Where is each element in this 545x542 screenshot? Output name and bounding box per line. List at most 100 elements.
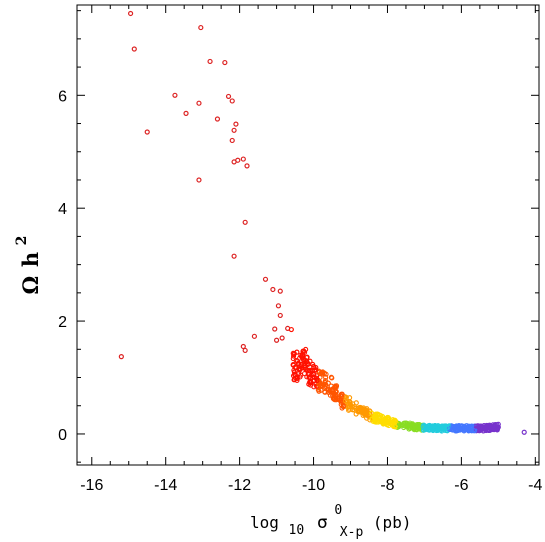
band-point [350, 401, 356, 407]
scatter-point [240, 343, 246, 350]
band-point [421, 427, 427, 433]
band-point [384, 420, 390, 426]
band-point [298, 352, 304, 358]
band-point [426, 424, 432, 430]
scatter-point [277, 288, 283, 294]
band-point [358, 406, 364, 412]
band-point [322, 389, 328, 395]
band-point [290, 361, 296, 368]
y-tick-label: 6 [58, 88, 67, 105]
band-point [329, 386, 336, 392]
y-tick-labels: 0 2 4 6 [58, 88, 67, 444]
scatter-point [273, 337, 280, 343]
band-point [311, 367, 317, 373]
band-point [300, 348, 306, 354]
scatter-point [521, 429, 527, 435]
band-point [347, 395, 353, 401]
scatter-point [279, 335, 285, 341]
band-point [471, 428, 477, 434]
band-point [484, 423, 490, 429]
scatter-point [118, 354, 124, 360]
scatter-point [288, 326, 294, 333]
scatter-point [225, 93, 232, 100]
y-tick-label: 2 [58, 314, 67, 331]
band-point [291, 351, 297, 357]
band-point [332, 395, 338, 401]
band-point [369, 410, 375, 416]
x-label-symbol: σ [317, 512, 328, 533]
x-label-main: log [250, 513, 279, 532]
scatter-point [231, 253, 237, 259]
x-tick-label: -10 [302, 477, 325, 494]
band-point [371, 415, 377, 421]
y-tick-label: 0 [58, 427, 67, 444]
band-point [412, 422, 418, 428]
band-point [306, 381, 312, 387]
scatter-point [127, 10, 134, 17]
band-point [307, 358, 313, 364]
scatter-point [131, 46, 137, 52]
scatter-point [222, 59, 228, 66]
band-point [311, 384, 317, 390]
scatter-point [235, 157, 241, 163]
band-point [387, 421, 393, 427]
scatter-point [214, 116, 221, 122]
band-point [338, 402, 344, 408]
x-label-sup: 0 [334, 503, 342, 518]
scatter-point [198, 24, 204, 31]
band-point [322, 378, 329, 384]
svg-text:Ω h 2: Ω h 2 [14, 236, 43, 295]
band-point [408, 424, 414, 430]
band-point [318, 387, 324, 393]
band-point [426, 427, 433, 433]
y-axis-label: Ω h 2 [14, 236, 43, 295]
band-point [379, 413, 385, 419]
band-point [390, 417, 396, 423]
scatter-point [172, 92, 178, 98]
scatter-point [262, 276, 269, 282]
band-point [361, 410, 367, 417]
scatter-point [231, 127, 237, 133]
band-point [417, 424, 423, 430]
band-point [346, 407, 352, 413]
band-point [432, 423, 438, 429]
band-point [407, 423, 413, 429]
band-point [322, 380, 328, 386]
x-tick-label: -16 [80, 477, 103, 494]
band-point [363, 407, 369, 413]
scatter-point [242, 219, 248, 225]
band-point [296, 366, 302, 372]
band-point [310, 361, 316, 367]
scatter-point [229, 98, 235, 104]
band-point [314, 378, 320, 384]
y-label-sup: 2 [14, 236, 30, 246]
x-tick-label: -4 [528, 477, 542, 494]
band-point [392, 423, 398, 430]
scatter-point [229, 137, 235, 144]
scatter-point [242, 347, 248, 354]
scatter-point [270, 286, 276, 293]
x-tick-label: -8 [380, 477, 394, 494]
scatter-point [272, 326, 278, 332]
band-point [306, 374, 313, 380]
scatter-point [183, 110, 189, 116]
band-point [294, 375, 300, 381]
axis-ticks [77, 5, 539, 465]
x-tick-labels: -16 -14 -12 -10 -8 -6 -4 [80, 477, 542, 494]
band-point [449, 426, 455, 433]
band-point [290, 356, 296, 362]
y-label-symbol: Ω [18, 276, 43, 295]
band-point [290, 353, 297, 359]
scatter-point [196, 177, 202, 183]
band-point [338, 392, 344, 398]
band-point [332, 383, 338, 389]
band-point [304, 367, 310, 373]
plot-frame [76, 4, 540, 466]
x-tick-label: -14 [154, 477, 177, 494]
band-point [307, 367, 313, 373]
band-point [352, 405, 358, 411]
band-point [328, 374, 334, 380]
y-tick-label: 4 [58, 201, 67, 218]
band-point [339, 393, 345, 399]
